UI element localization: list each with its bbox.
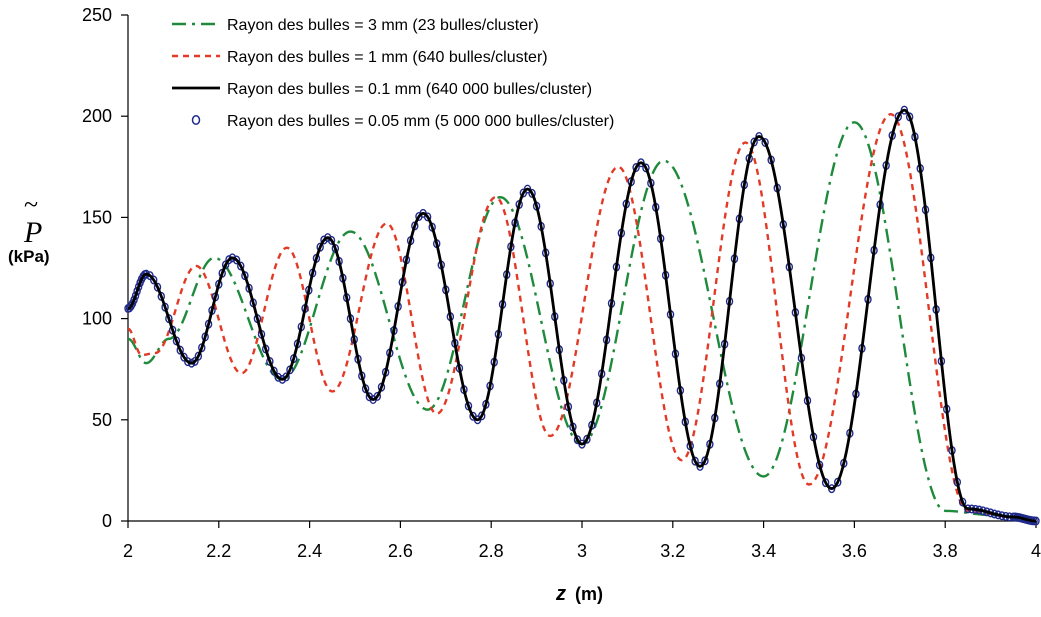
legend-swatch (191, 115, 201, 125)
x-tick-label: 4 (1031, 541, 1041, 561)
x-tick-label: 3 (577, 541, 587, 561)
data-point (176, 345, 184, 355)
y-tick-label: 250 (82, 5, 112, 25)
legend-label: Rayon des bulles = 0.1 mm (640 000 bulle… (227, 81, 592, 98)
series-line-0 (127, 121, 1037, 523)
legend-label: Rayon des bulles = 1 mm (640 bulles/clus… (227, 49, 548, 66)
data-point (237, 261, 245, 271)
data-point (274, 372, 282, 382)
data-point (153, 282, 162, 292)
data-point (225, 255, 233, 265)
x-axis-label-variable: z (555, 583, 566, 605)
x-tick-label: 2 (123, 541, 133, 561)
x-tick-label: 2.2 (206, 541, 231, 561)
y-tick-label: 0 (102, 511, 112, 531)
y-tick-label: 50 (92, 410, 112, 430)
data-point (528, 188, 536, 198)
data-point (180, 352, 188, 362)
x-tick-label: 2.8 (479, 541, 504, 561)
data-point (232, 255, 241, 265)
data-point (691, 456, 699, 466)
legend-label: Rayon des bulles = 3 mm (23 bulles/clust… (227, 17, 539, 34)
data-point (184, 357, 192, 367)
data-point (320, 235, 328, 245)
legend-item-3: Rayon des bulles = 0.05 mm (5 000 000 bu… (191, 113, 614, 130)
data-point (150, 275, 158, 285)
y-axis-label-tilde: ~ (24, 190, 38, 219)
legend: Rayon des bulles = 3 mm (23 bulles/clust… (172, 17, 614, 130)
data-point (365, 392, 374, 402)
data-point (834, 477, 842, 487)
data-point (373, 391, 382, 401)
data-point (632, 163, 640, 173)
x-tick-label: 3.4 (751, 541, 776, 561)
series-3 (124, 105, 1040, 526)
data-point (282, 372, 290, 382)
data-point (761, 137, 769, 147)
x-tick-label: 3.2 (660, 541, 685, 561)
y-tick-label: 150 (82, 207, 112, 227)
series-line-1 (127, 112, 1037, 523)
x-tick-label: 2.6 (388, 541, 413, 561)
y-axis-label-symbol: P (23, 216, 42, 249)
data-point (423, 212, 432, 222)
data-point (146, 271, 154, 281)
legend-item-1: Rayon des bulles = 1 mm (640 bulles/clus… (172, 49, 548, 66)
y-axis-label-unit: (kPa) (8, 247, 50, 266)
y-tick-label: 200 (82, 106, 112, 126)
x-tick-label: 2.4 (297, 541, 322, 561)
x-axis-label: z (m) (555, 583, 603, 605)
y-ticks: 0 50 100 150 200 250 (82, 5, 128, 531)
y-tick-label: 100 (82, 309, 112, 329)
legend-label: Rayon des bulles = 0.05 mm (5 000 000 bu… (227, 113, 614, 130)
x-tick-label: 3.6 (842, 541, 867, 561)
data-point (270, 366, 278, 376)
data-point (642, 163, 650, 173)
data-point (821, 478, 830, 488)
data-point (583, 434, 591, 444)
data-point (573, 435, 582, 445)
series-line-2 (127, 108, 1037, 523)
legend-item-0: Rayon des bulles = 3 mm (23 bulles/clust… (172, 17, 539, 34)
data-point (478, 411, 486, 421)
data-point (894, 112, 902, 122)
legend-item-2: Rayon des bulles = 0.1 mm (640 000 bulle… (172, 81, 592, 98)
x-tick-label: 3.8 (933, 541, 958, 561)
y-axis-label: ~ P (kPa) (8, 190, 50, 266)
data-point (327, 235, 336, 245)
data-point (194, 351, 203, 361)
x-axis-label-unit: (m) (575, 584, 603, 604)
series-layer (124, 105, 1040, 526)
x-ticks: 2 2.2 2.4 2.6 2.8 3 3.2 3.4 3.6 3.8 4 (123, 521, 1041, 561)
